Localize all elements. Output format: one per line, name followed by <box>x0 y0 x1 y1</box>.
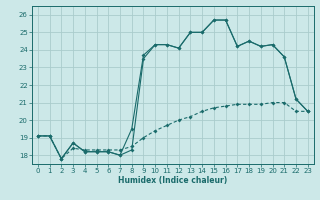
X-axis label: Humidex (Indice chaleur): Humidex (Indice chaleur) <box>118 176 228 185</box>
